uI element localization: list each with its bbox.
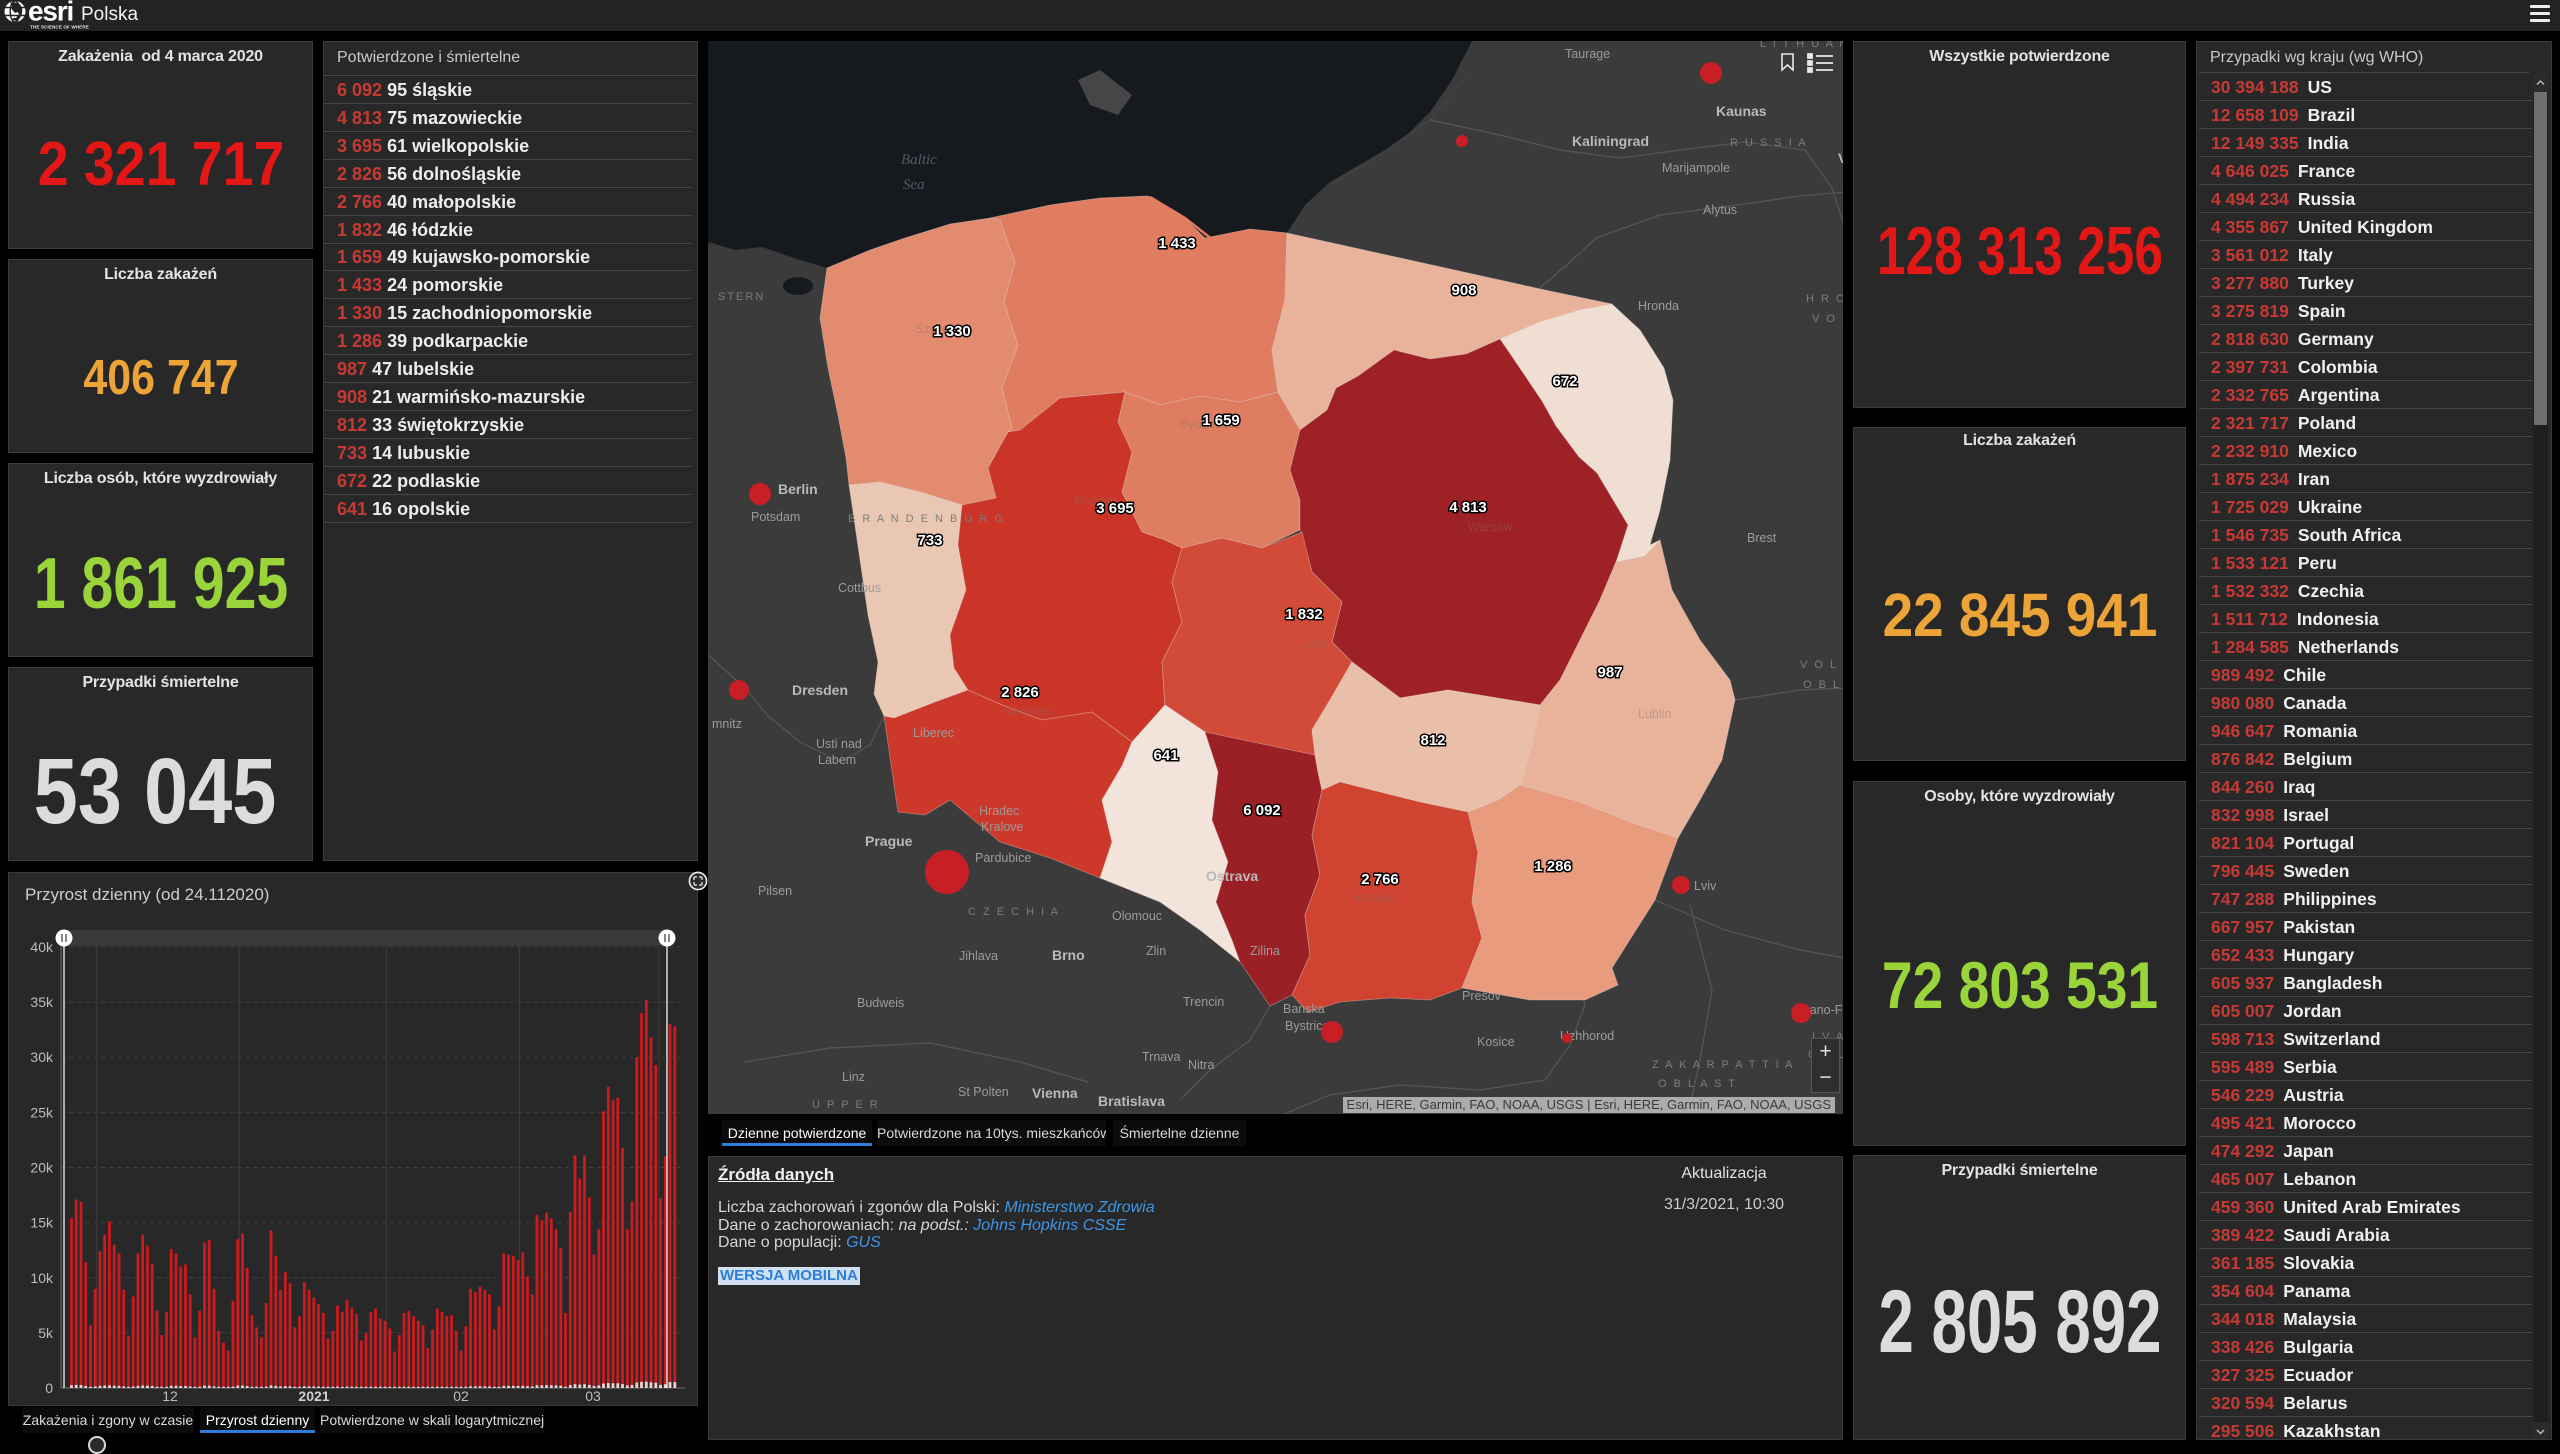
svg-text:2 826: 2 826 — [1001, 684, 1039, 701]
svg-text:R U S S I A: R U S S I A — [1730, 137, 1808, 149]
svg-text:Krakow: Krakow — [1355, 891, 1398, 905]
svg-text:Labem: Labem — [818, 753, 856, 767]
svg-text:733: 733 — [917, 532, 942, 549]
svg-text:H R O D Z Y E N: H R O D Z Y E N — [1806, 293, 1843, 305]
svg-text:Prague: Prague — [865, 833, 913, 849]
svg-text:Lublin: Lublin — [1638, 707, 1671, 721]
svg-text:Potsdam: Potsdam — [751, 510, 800, 524]
svg-text:Pilsen: Pilsen — [758, 884, 792, 898]
svg-text:Jihlava: Jihlava — [959, 949, 998, 963]
svg-text:V O B L A S: V O B L A S — [1812, 313, 1843, 325]
svg-text:STERN: STERN — [718, 291, 765, 303]
svg-text:Budweis: Budweis — [857, 996, 904, 1010]
svg-text:mnitz: mnitz — [712, 717, 742, 731]
svg-text:20k: 20k — [30, 1160, 54, 1176]
svg-text:Hradec: Hradec — [979, 804, 1019, 818]
svg-text:esri: esri — [28, 0, 73, 27]
svg-text:Kosice: Kosice — [1477, 1035, 1515, 1049]
svg-text:Linz: Linz — [842, 1070, 865, 1084]
svg-text:Uzhhorod: Uzhhorod — [1560, 1029, 1614, 1043]
svg-text:25k: 25k — [30, 1104, 54, 1120]
svg-text:Brest: Brest — [1747, 531, 1777, 545]
svg-text:02: 02 — [453, 1388, 469, 1404]
svg-text:1 433: 1 433 — [1158, 235, 1196, 252]
svg-text:Szczecin: Szczecin — [915, 322, 965, 336]
svg-text:Kaliningrad: Kaliningrad — [1572, 133, 1649, 149]
svg-text:Lviv: Lviv — [1694, 879, 1717, 893]
svg-text:Cottbus: Cottbus — [838, 581, 881, 595]
svg-text:Kaunas: Kaunas — [1716, 103, 1767, 119]
svg-text:Baltic: Baltic — [901, 152, 937, 168]
svg-text:Berlin: Berlin — [778, 481, 818, 497]
svg-text:Bratislava: Bratislava — [1098, 1093, 1165, 1109]
svg-text:672: 672 — [1552, 373, 1577, 390]
svg-text:Zlin: Zlin — [1146, 944, 1166, 958]
svg-text:Lodz: Lodz — [1300, 637, 1327, 651]
svg-text:Usti nad: Usti nad — [816, 737, 862, 751]
svg-text:Bydgoszcz: Bydgoszcz — [1180, 417, 1240, 431]
svg-text:Polska: Polska — [81, 4, 138, 25]
svg-text:2021: 2021 — [298, 1388, 329, 1404]
svg-text:Marijampole: Marijampole — [1662, 161, 1730, 175]
svg-text:15k: 15k — [30, 1215, 54, 1231]
svg-text:12: 12 — [162, 1388, 178, 1404]
svg-text:Alytus: Alytus — [1703, 203, 1737, 217]
svg-text:V O L Y N: V O L Y N — [1800, 659, 1843, 671]
svg-text:O B L A S T: O B L A S T — [1803, 679, 1843, 691]
svg-text:Banska: Banska — [1283, 1002, 1325, 1016]
svg-text:03: 03 — [585, 1388, 601, 1404]
svg-text:Wroclaw: Wroclaw — [1005, 704, 1054, 718]
svg-text:Presov: Presov — [1462, 989, 1502, 1003]
svg-text:3 695: 3 695 — [1096, 500, 1134, 517]
svg-text:1 286: 1 286 — [1534, 858, 1572, 875]
svg-text:1 330: 1 330 — [933, 323, 971, 340]
svg-text:C Z E C H I A: C Z E C H I A — [968, 906, 1060, 918]
svg-text:812: 812 — [1420, 732, 1445, 749]
svg-text:Vienna: Vienna — [1032, 1085, 1078, 1101]
svg-text:Taurage: Taurage — [1565, 47, 1610, 61]
svg-text:2 766: 2 766 — [1361, 871, 1399, 888]
svg-text:L I T H U A N I A: L I T H U A N I A — [1760, 41, 1843, 50]
svg-text:4 813: 4 813 — [1449, 499, 1487, 516]
svg-text:5k: 5k — [38, 1325, 54, 1341]
svg-text:Warsaw: Warsaw — [1468, 520, 1514, 534]
svg-text:0: 0 — [45, 1380, 53, 1396]
svg-text:U P P E R: U P P E R — [812, 1099, 880, 1111]
svg-text:30k: 30k — [30, 1049, 54, 1065]
svg-text:1 832: 1 832 — [1285, 606, 1323, 623]
svg-text:Zilina: Zilina — [1250, 944, 1280, 958]
svg-text:6 092: 6 092 — [1243, 802, 1281, 819]
svg-text:Pardubice: Pardubice — [975, 851, 1031, 865]
svg-text:Poznan: Poznan — [1075, 494, 1117, 508]
svg-text:O B L A S T: O B L A S T — [1658, 1078, 1737, 1090]
svg-text:Brno: Brno — [1052, 947, 1085, 963]
svg-text:Sea: Sea — [903, 177, 925, 193]
svg-text:35k: 35k — [30, 994, 54, 1010]
svg-text:Vilniu: Vilniu — [1838, 150, 1843, 166]
svg-text:908: 908 — [1451, 282, 1476, 299]
svg-text:THE SCIENCE OF WHERE: THE SCIENCE OF WHERE — [30, 25, 89, 30]
svg-text:1 659: 1 659 — [1202, 412, 1240, 429]
svg-text:641: 641 — [1153, 747, 1178, 764]
svg-text:Nitra: Nitra — [1188, 1058, 1214, 1072]
svg-text:40k: 40k — [30, 939, 54, 955]
svg-text:Dresden: Dresden — [792, 682, 848, 698]
svg-text:Trencin: Trencin — [1183, 995, 1224, 1009]
svg-text:10k: 10k — [30, 1270, 54, 1286]
svg-text:Hronda: Hronda — [1638, 299, 1679, 313]
svg-text:Z A K A R P A T T I A: Z A K A R P A T T I A — [1652, 1059, 1795, 1071]
svg-text:Liberec: Liberec — [913, 726, 954, 740]
svg-text:Olomouc: Olomouc — [1112, 909, 1162, 923]
svg-text:B R A N D E N B U R G: B R A N D E N B U R G — [848, 513, 1005, 525]
svg-text:St Polten: St Polten — [958, 1085, 1009, 1099]
svg-text:987: 987 — [1597, 664, 1622, 681]
svg-text:Bystrica: Bystrica — [1285, 1019, 1330, 1033]
svg-text:Trnava: Trnava — [1142, 1050, 1180, 1064]
svg-text:Ostrava: Ostrava — [1206, 868, 1258, 884]
svg-text:Kralove: Kralove — [981, 820, 1023, 834]
